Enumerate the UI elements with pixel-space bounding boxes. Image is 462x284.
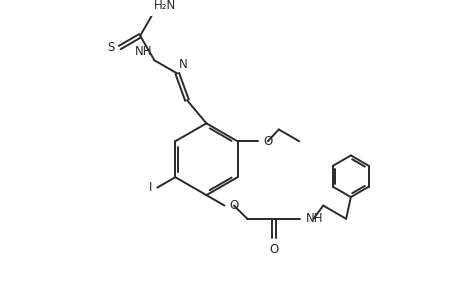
Text: S: S — [108, 41, 115, 54]
Text: H₂N: H₂N — [154, 0, 176, 12]
Text: N: N — [179, 58, 188, 71]
Text: I: I — [149, 181, 152, 194]
Text: O: O — [269, 243, 279, 256]
Text: NH: NH — [306, 212, 323, 225]
Text: O: O — [229, 199, 238, 212]
Text: O: O — [263, 135, 272, 148]
Text: NH: NH — [135, 45, 152, 59]
